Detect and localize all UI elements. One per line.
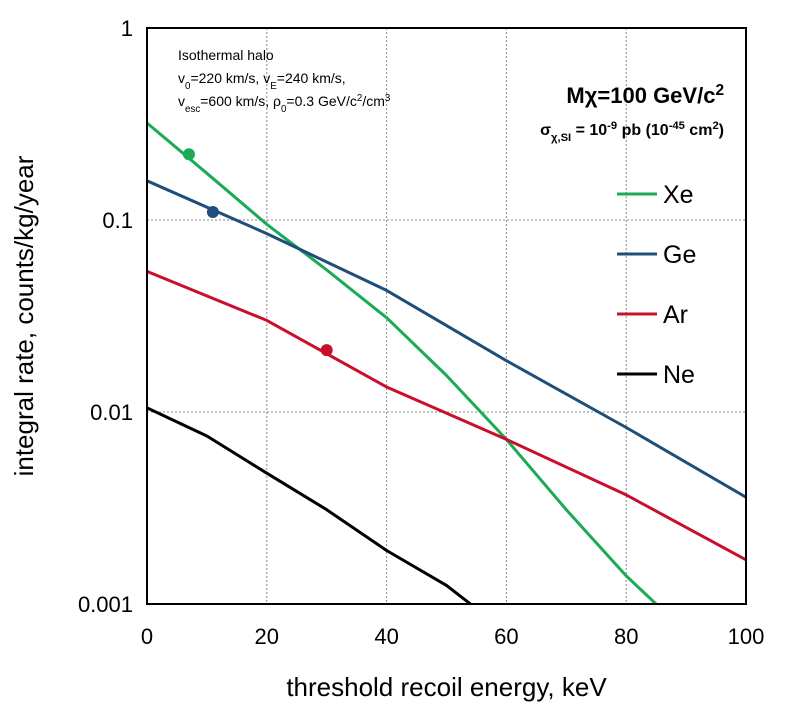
y-tick-label: 0.01 bbox=[90, 400, 133, 425]
x-tick-label: 60 bbox=[494, 624, 518, 649]
series-line-ge bbox=[147, 179, 746, 499]
y-axis-title: integral rate, counts/kg/year bbox=[9, 155, 39, 476]
series-line-xe bbox=[147, 121, 658, 604]
x-tick-label: 0 bbox=[141, 624, 153, 649]
x-tick-label: 100 bbox=[728, 624, 765, 649]
series-marker-ge bbox=[206, 206, 219, 219]
series-line-ar bbox=[147, 270, 746, 562]
series-line-ne bbox=[147, 406, 472, 604]
plot-frame bbox=[146, 27, 747, 605]
x-axis-title: threshold recoil energy, keV bbox=[286, 672, 607, 702]
series-marker-ar bbox=[320, 344, 333, 357]
series-layer bbox=[147, 121, 746, 604]
x-tick-label: 20 bbox=[255, 624, 279, 649]
tick-labels: 0 20 40 60 80 100 0.001 0.01 0.1 1 bbox=[78, 16, 764, 649]
halo-escape-density-line: vesc=600 km/s, ρ0=0.3 GeV/c2/cm3 bbox=[178, 93, 391, 115]
y-tick-label: 0.001 bbox=[78, 592, 133, 617]
y-tick-label: 1 bbox=[121, 16, 133, 41]
x-tick-label: 40 bbox=[374, 624, 398, 649]
legend-label-xe: Xe bbox=[663, 181, 694, 209]
legend-label-ge: Ge bbox=[663, 241, 696, 269]
halo-title: Isothermal halo bbox=[178, 47, 274, 63]
x-tick-label: 80 bbox=[614, 624, 638, 649]
series-marker-xe bbox=[182, 148, 195, 161]
cross-section-label: σχ,SI = 10-9 pb (10-45 cm2) bbox=[540, 120, 724, 144]
annotations: Isothermal halo v0=220 km/s, vE=240 km/s,… bbox=[178, 47, 724, 144]
wimp-mass-label: Mχ=100 GeV/c2 bbox=[566, 82, 724, 109]
y-tick-label: 0.1 bbox=[102, 208, 133, 233]
legend-label-ne: Ne bbox=[663, 361, 695, 389]
legend: Xe Ge Ar Ne bbox=[617, 181, 696, 389]
legend-label-ar: Ar bbox=[663, 301, 688, 329]
halo-velocity-line: v0=220 km/s, vE=240 km/s, bbox=[178, 70, 346, 92]
